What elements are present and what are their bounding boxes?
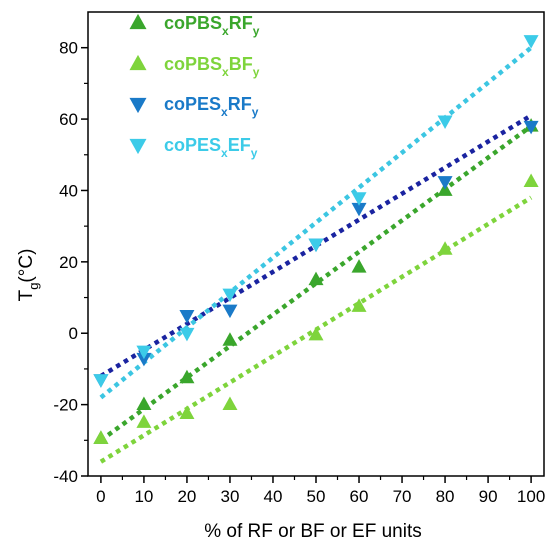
- data-point: [351, 202, 367, 217]
- x-tick-label: 70: [393, 487, 412, 506]
- legend-marker: [129, 97, 147, 114]
- x-tick-label: 100: [517, 487, 545, 506]
- y-tick-label: 60: [59, 110, 78, 129]
- y-tick-label: -40: [53, 467, 78, 486]
- legend-label-sub: x: [221, 146, 228, 160]
- data-point: [351, 259, 367, 273]
- legend-marker: [129, 54, 147, 71]
- y-tick-label: 40: [59, 181, 78, 200]
- x-tick-label: 30: [221, 487, 240, 506]
- x-tick-label: 60: [350, 487, 369, 506]
- data-point: [179, 327, 195, 342]
- data-point: [222, 332, 238, 346]
- data-point: [351, 192, 367, 206]
- trend-line: [99, 124, 533, 443]
- data-point: [222, 304, 238, 319]
- legend-marker: [129, 13, 147, 30]
- data-point: [222, 288, 238, 303]
- data-point: [308, 326, 324, 341]
- data-point: [93, 374, 109, 388]
- legend-label-sub: y: [252, 105, 259, 119]
- x-tick-label: 80: [436, 487, 455, 506]
- y-axis-title: Tg(°C): [16, 249, 41, 302]
- data-point: [308, 238, 324, 253]
- legend-label: coPBSxBFy: [164, 54, 260, 79]
- x-tick-label: 0: [96, 487, 105, 506]
- legend-label-mid: EF: [228, 135, 251, 155]
- axes: 0 10 20 30 40 50 60 70 80 90 100 -40 -20 0 20 40 60 80: [53, 11, 545, 506]
- legend-label: coPESxEFy: [164, 135, 258, 160]
- data-point: [523, 35, 539, 49]
- data-point: [437, 241, 453, 255]
- data-point: [93, 430, 109, 444]
- data-point: [437, 176, 453, 190]
- data-point: [136, 352, 152, 367]
- data-point: [179, 369, 195, 384]
- legend-label-base: coPES: [164, 94, 221, 114]
- data-point: [523, 120, 539, 135]
- data-point: [136, 396, 152, 411]
- data-point: [136, 345, 152, 360]
- legend-label-mid: RF: [229, 13, 253, 33]
- data-point: [222, 396, 238, 411]
- y-axis-title-main: T: [16, 289, 37, 301]
- y-axis-title-rest: (°C): [16, 249, 37, 283]
- data-point: [523, 173, 539, 187]
- legend-label-mid: RF: [228, 94, 252, 114]
- data-point: [308, 271, 324, 286]
- legend-label-base: coPBS: [164, 13, 222, 33]
- y-tick-label: 0: [69, 324, 78, 343]
- markers: [93, 35, 539, 444]
- x-tick-label: 10: [134, 487, 153, 506]
- data-point: [179, 405, 195, 419]
- x-axis-title: % of RF or BF or EF units: [204, 521, 422, 542]
- legend-label: coPESxRFy: [164, 94, 259, 119]
- y-tick-label: 80: [59, 39, 78, 58]
- y-tick-label: -20: [53, 396, 78, 415]
- legend-marker: [129, 138, 147, 155]
- legend-label-base: coPES: [164, 135, 221, 155]
- trend-line: [99, 45, 533, 400]
- legend-label-mid: BF: [229, 54, 253, 74]
- trend-line: [99, 113, 533, 378]
- data-point: [136, 414, 152, 428]
- legend-label-sub: x: [222, 24, 229, 38]
- data-point: [351, 298, 367, 312]
- legend-label-sub: y: [253, 24, 260, 38]
- x-tick-label: 40: [264, 487, 283, 506]
- legend-label: coPBSxRFy: [164, 13, 260, 38]
- data-point: [179, 309, 195, 324]
- x-tick-label: 50: [307, 487, 326, 506]
- legend-label-sub: x: [221, 105, 228, 119]
- x-tick-label: 20: [177, 487, 196, 506]
- y-axis-title-sub: g: [26, 283, 41, 290]
- data-point: [437, 115, 453, 129]
- x-tick-label: 90: [479, 487, 498, 506]
- legend-label-sub: y: [253, 65, 260, 79]
- legend-label-base: coPBS: [164, 54, 222, 74]
- legend-label-sub: y: [251, 146, 258, 160]
- legend-label-sub: x: [222, 65, 229, 79]
- y-tick-label: 20: [59, 253, 78, 272]
